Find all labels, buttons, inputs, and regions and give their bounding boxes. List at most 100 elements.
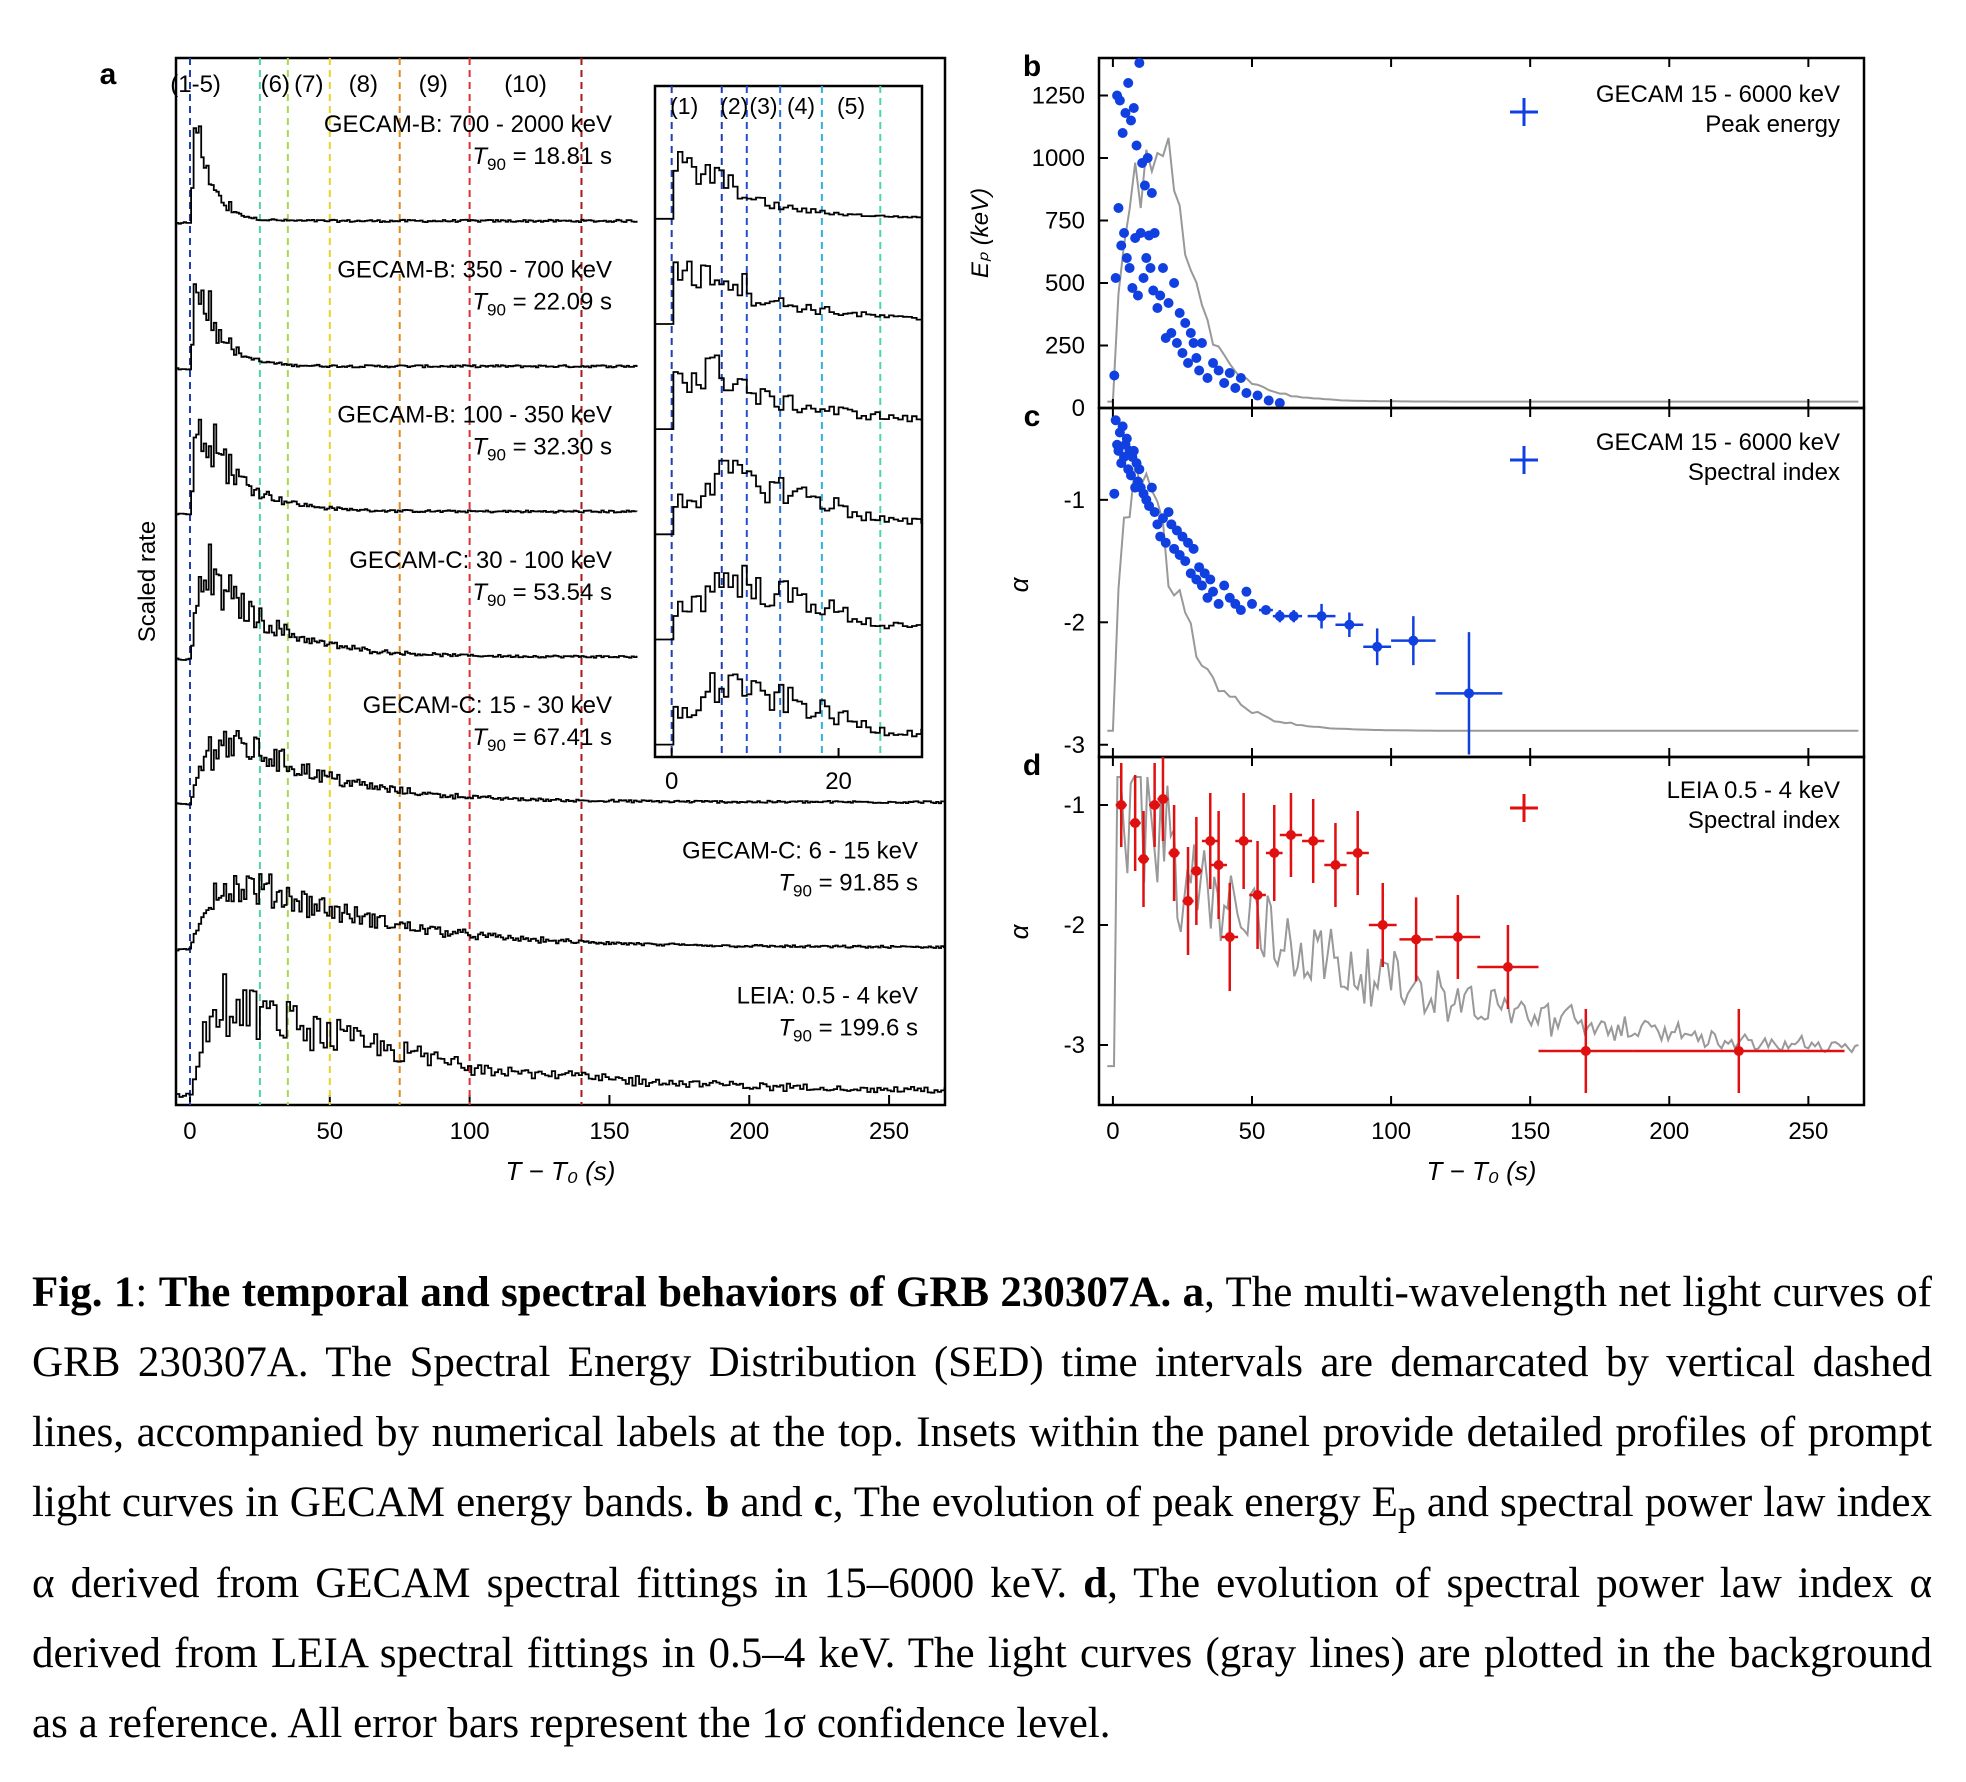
caption-bc-text2: and spectral power law index α derived f… [32,1479,1932,1607]
y-axis-label: Eₚ (keV) [967,188,994,278]
t90-symbol: T [778,869,795,896]
t90-label: T90 = 91.85 s [778,869,918,900]
data-point [1185,328,1196,338]
data-point [1188,543,1199,554]
data-point [1139,180,1150,191]
data-point [1463,688,1474,699]
data-point [1224,932,1235,942]
data-point [1135,228,1146,238]
panel-a-frame [174,56,947,1107]
data-point [1241,586,1252,597]
data-point [1157,263,1168,273]
data-point [1191,866,1202,876]
data-point [1502,962,1513,972]
caption-d-text: , The evolution of spectral power law in… [32,1559,1932,1747]
panel-c: c -1 -2 -3 α GECAM 15 - 6000 keV Spectral inde… [1004,400,1866,759]
light-curve [176,418,638,516]
interval-label: (7) [294,71,323,98]
data-point [1149,800,1160,810]
panel-c-label: c [1024,400,1041,433]
data-point [1208,586,1219,597]
data-point [1344,619,1355,630]
data-point [1230,383,1241,393]
data-point [1121,253,1132,263]
t90-label: T90 = 67.41 s [472,724,612,755]
t90-symbol: T [472,579,489,606]
data-point [1235,373,1246,383]
data-point [1110,415,1121,426]
x-tick-label: 100 [450,1118,490,1145]
data-point [1177,348,1188,358]
interval-label: (1-5) [170,71,221,98]
data-point [1274,398,1285,408]
inset-interval-label: (5) [837,93,865,119]
y-tick-label: -1 [1064,487,1085,514]
t90-symbol: T [778,1015,795,1042]
data-point [1134,58,1145,68]
x-tick-label: 250 [1788,1118,1828,1145]
data-point [1191,353,1202,363]
legend-text-line2: Peak energy [1705,111,1840,138]
legend-text-line1: GECAM 15 - 6000 keV [1596,429,1840,456]
inset-light-curve [655,564,923,641]
y-tick-label: 750 [1045,208,1085,235]
t90-subscript: 90 [487,300,506,319]
caption-bc-and: and [729,1479,814,1526]
t90-label: T90 = 53.54 s [472,579,612,610]
data-point [1142,153,1153,163]
caption-a-label: a [1182,1269,1205,1316]
data-point [1138,854,1149,864]
x-axis-label: T − T₀ (s) [506,1156,616,1186]
data-point [1183,358,1194,368]
data-point [1580,1046,1591,1056]
data-point [1224,368,1235,378]
inset-interval-label: (1) [670,93,698,119]
t90-value: = 18.81 s [506,143,612,170]
t90-value: = 91.85 s [812,869,918,896]
t90-symbol: T [472,143,489,170]
data-point [1166,328,1177,338]
legend-text-line2: Spectral index [1688,807,1840,834]
light-curve [176,283,638,371]
x-tick-label: 250 [869,1118,909,1145]
data-point [1146,482,1157,493]
inset-interval-label: (3) [749,93,777,119]
data-point [1188,338,1199,348]
data-point [1130,818,1141,828]
t90-subscript: 90 [793,881,812,900]
data-point [1247,598,1257,609]
data-point [1134,464,1145,475]
y-axis-label: Scaled rate [134,521,161,642]
series-label: GECAM-C: 30 - 100 keV [349,547,612,574]
t90-subscript: 90 [487,591,506,610]
y-tick-label: -3 [1064,732,1085,759]
y-axis-label: α [1004,576,1034,592]
data-point [1109,488,1120,499]
t90-value: = 199.6 s [812,1015,918,1042]
x-tick-label: 50 [1239,1118,1266,1145]
y-tick-label: 1250 [1032,83,1085,110]
t90-value: = 67.41 s [506,724,612,751]
data-point [1219,580,1230,591]
t90-symbol: T [472,288,489,315]
x-tick-label: 150 [589,1118,629,1145]
y-axis-label: α [1004,923,1034,939]
series-label: GECAM-B: 350 - 700 keV [337,256,612,283]
data-point [1238,836,1249,846]
data-point [1119,228,1130,238]
data-point [1452,932,1463,942]
data-point [1377,920,1388,930]
x-tick-label: 200 [1649,1118,1689,1145]
t90-subscript: 90 [793,1027,812,1046]
inset-light-curve [655,151,923,220]
caption-b-label: b [705,1479,730,1526]
data-point [1109,370,1120,381]
data-point [1219,378,1230,388]
data-point [1330,860,1341,870]
inset-tick-label: 0 [665,768,678,795]
t90-symbol: T [472,724,489,751]
caption-bc-text: , The evolution of peak energy E [832,1479,1398,1526]
t90-symbol: T [472,434,489,461]
y-tick-label: 0 [1072,395,1085,422]
